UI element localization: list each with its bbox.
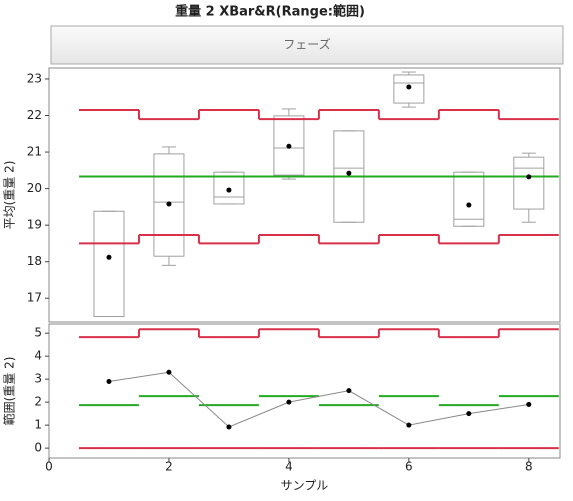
plot-frame — [48, 323, 561, 459]
mean-point — [166, 201, 172, 207]
y-tick-label: 21 — [27, 145, 42, 159]
mean-point — [406, 84, 412, 90]
y-tick-label: 20 — [27, 181, 42, 195]
x-tick-label: 4 — [285, 460, 293, 474]
y-tick-label: 4 — [34, 349, 42, 363]
x-axis-label: サンプル — [281, 479, 329, 493]
y-axis-label: 平均(重量 2) — [3, 161, 17, 230]
box — [273, 115, 305, 176]
mean-point — [346, 170, 352, 176]
box — [93, 210, 125, 318]
mean-point — [286, 143, 292, 149]
range-point — [166, 369, 172, 375]
y-axis-label: 範囲(重量 2) — [2, 357, 17, 426]
range-point — [346, 388, 352, 394]
plot-frame — [48, 67, 561, 323]
phase-label: フェーズ — [283, 37, 330, 52]
y-tick-label: 23 — [27, 71, 42, 85]
range-point — [526, 401, 532, 407]
y-tick-label: 19 — [27, 218, 42, 232]
y-tick-label: 18 — [27, 254, 42, 268]
mean-point — [526, 174, 532, 180]
box — [153, 153, 185, 257]
range-point — [466, 411, 472, 417]
y-tick-label: 1 — [34, 418, 42, 432]
mean-point — [226, 187, 232, 193]
range-line — [108, 371, 529, 428]
box — [513, 156, 545, 210]
y-tick-label: 22 — [27, 108, 42, 122]
box — [213, 171, 245, 205]
x-tick-label: 8 — [525, 460, 533, 474]
x-tick-label: 0 — [45, 460, 53, 474]
y-tick-label: 17 — [27, 291, 42, 305]
phase-box — [50, 25, 564, 65]
y-tick-label: 3 — [34, 372, 42, 386]
y-tick-label: 2 — [34, 395, 42, 409]
range-point — [406, 422, 412, 428]
x-tick-label: 2 — [165, 460, 173, 474]
chart-title: 重量 2 XBar&R(Range:範囲) — [175, 4, 365, 20]
box — [453, 171, 485, 227]
x-tick-label: 6 — [405, 460, 413, 474]
box — [393, 74, 425, 104]
range-point — [106, 378, 112, 384]
mean-point — [106, 254, 112, 260]
range-point — [286, 399, 292, 405]
y-tick-label: 0 — [34, 441, 42, 455]
range-point — [226, 424, 232, 430]
mean-point — [466, 202, 472, 208]
y-tick-label: 5 — [34, 326, 42, 340]
